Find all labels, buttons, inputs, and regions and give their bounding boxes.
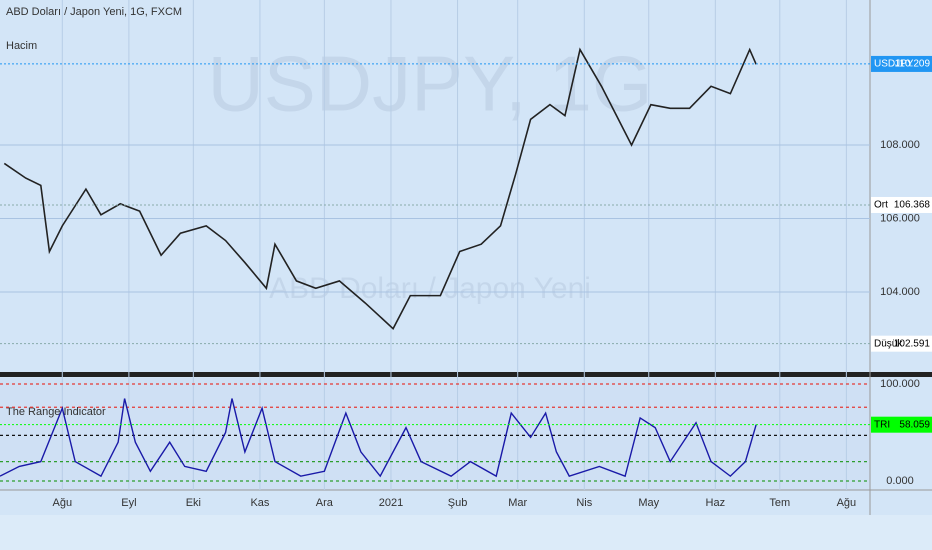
x-tick-label: Mar	[508, 497, 527, 509]
x-tick-label: Eyl	[121, 497, 136, 509]
x-tick-label: Haz	[706, 497, 726, 509]
y-tick-label: 108.000	[880, 139, 920, 151]
x-tick-label: May	[638, 497, 659, 509]
data-line	[3, 47, 757, 330]
x-tick-label: Ağu	[53, 497, 73, 509]
price-tag-name: Ort	[874, 200, 888, 211]
x-tick-label: Eki	[186, 497, 201, 509]
watermark-name: ABD Doları / Japon Yeni	[269, 272, 591, 305]
x-tick-label: Nis	[576, 497, 592, 509]
price-tag-value: 110.209	[895, 59, 931, 70]
indicator-title: The Range Indicator	[6, 406, 106, 418]
x-tick-label: Şub	[448, 497, 468, 509]
x-tick-label: Kas	[250, 497, 269, 509]
y-tick-label: 100.000	[880, 378, 920, 390]
price-tag-value: 102.591	[894, 338, 931, 349]
price-tag-value: 106.368	[894, 200, 931, 211]
data-line	[0, 398, 757, 478]
price-tag	[871, 416, 932, 433]
pane-separator	[0, 372, 932, 377]
volume-label: Hacim	[6, 40, 37, 52]
price-tag-name: TRI	[874, 419, 890, 430]
y-tick-label: 106.000	[880, 212, 920, 224]
bottom-strip	[0, 515, 932, 550]
price-tag	[871, 55, 932, 72]
x-tick-label: Tem	[769, 497, 790, 509]
price-tag-name: USDJPY	[874, 59, 914, 70]
price-tag-name: Düşük	[874, 338, 903, 349]
price-tag	[871, 196, 932, 213]
indicator-pane	[0, 378, 870, 490]
price-tag-value: 58.059	[899, 419, 930, 430]
x-tick-label: 2021	[379, 497, 403, 509]
y-tick-label: 104.000	[880, 286, 920, 298]
chart-title: ABD Doları / Japon Yeni, 1G, FXCM	[6, 6, 182, 18]
x-tick-label: Ağu	[837, 497, 857, 509]
y-tick-label: 0.000	[886, 475, 914, 487]
x-tick-label: Ara	[316, 497, 334, 509]
watermark-symbol: USDJPY, 1G	[207, 40, 652, 128]
price-tag	[871, 335, 932, 352]
